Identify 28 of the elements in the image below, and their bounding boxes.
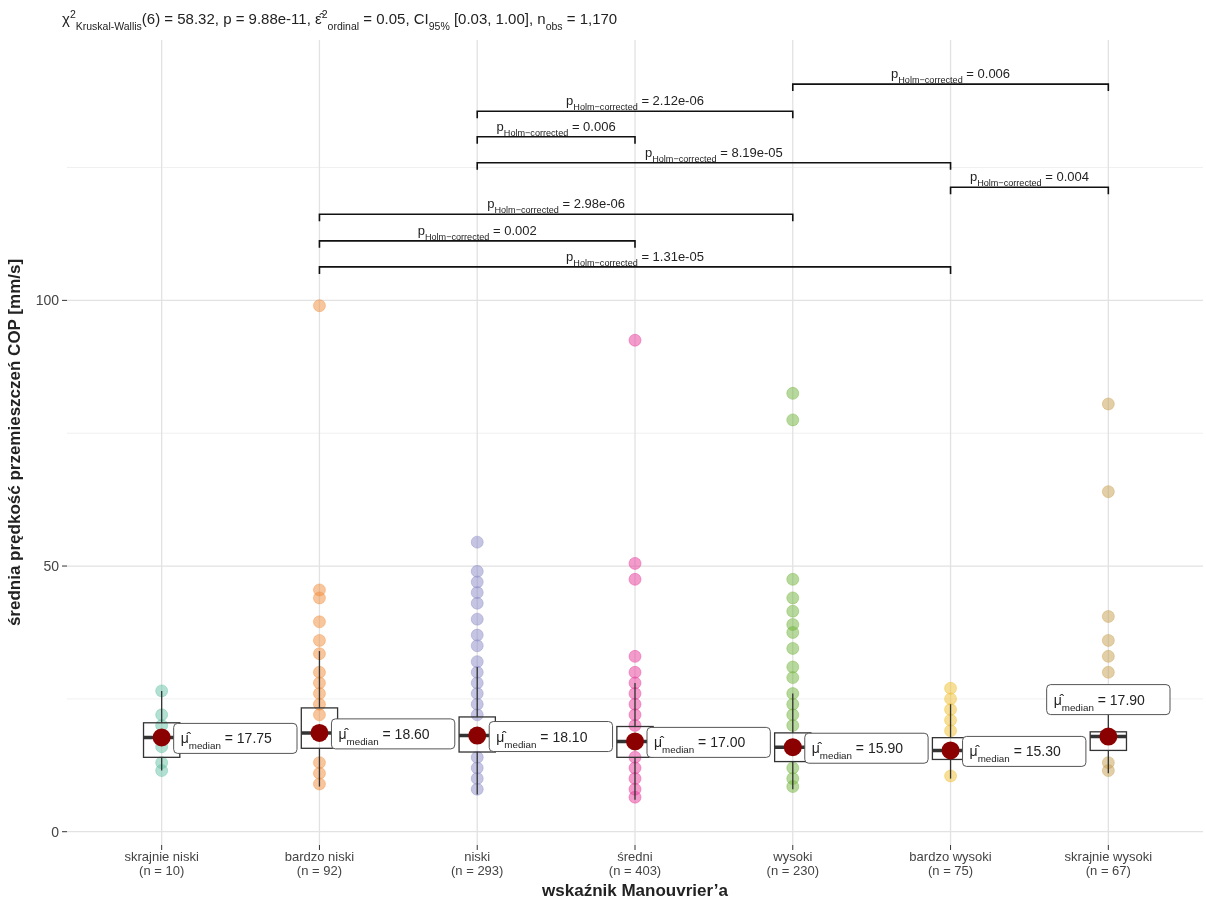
data-label: μ̂$_{median}$ = 15.30 [969, 743, 1061, 764]
annotation: p$_{Holm−corrected}$ = 0.004 [969, 169, 1089, 189]
x-tick-label: skrajnie niski (n = 10) [124, 849, 199, 878]
y-tick-label: 0 [51, 823, 60, 840]
x-tick-label: skrajnie wysoki (n = 67) [1064, 849, 1153, 878]
annotation: p$_{Holm−corrected}$ = 0.006 [891, 66, 1011, 86]
x-tick-label: średni (n = 403) [608, 849, 662, 878]
y-tick-label: 50 [43, 558, 60, 575]
x-tick-label: bardzo niski (n = 92) [284, 849, 355, 878]
annotation: p$_{Holm−corrected}$ = 1.31e-05 [566, 248, 704, 268]
text: χ$^{2}$$_{Kruskal-Wallis}$(6) = 58.32, p = 9.88e-11, ε̂$^{2}$$_{ordinal}$ = 0.05, CI$_{95%}$ [0.03, 1.00], n$_{obs}$ = 1,170 [62, 8, 618, 32]
data-label: μ̂$_{median}$ = 17.75 [180, 730, 273, 751]
data-label: μ̂$_{median}$ = 17.90 [1053, 691, 1146, 713]
data-label: μ̂$_{median}$ = 15.90 [811, 740, 904, 761]
annotation: p$_{Holm−corrected}$ = 8.19e-05 [644, 144, 783, 164]
data-label: μ̂$_{median}$ = 17.00 [654, 734, 746, 755]
y-axis-title: średnia prędkość przemieszczeń COP [mm/s] [5, 258, 24, 627]
annotation: p$_{Holm−corrected}$ = 0.002 [417, 222, 537, 242]
y-tick-label: 100 [35, 292, 60, 309]
x-axis-title: wskaźnik Manouvrier’a [541, 881, 729, 900]
annotation: p$_{Holm−corrected}$ = 0.006 [496, 118, 616, 138]
x-tick-label: bardzo wysoki (n = 75) [909, 849, 992, 878]
annotation: p$_{Holm−corrected}$ = 2.12e-06 [566, 93, 704, 113]
x-tick-label: wysoki (n = 230) [766, 849, 819, 878]
data-label: μ̂$_{median}$ = 18.60 [338, 725, 430, 747]
annotation: p$_{Holm−corrected}$ = 2.98e-06 [487, 196, 626, 216]
data-label: μ̂$_{median}$ = 18.10 [496, 728, 588, 750]
x-tick-label: niski (n = 293) [451, 849, 504, 878]
